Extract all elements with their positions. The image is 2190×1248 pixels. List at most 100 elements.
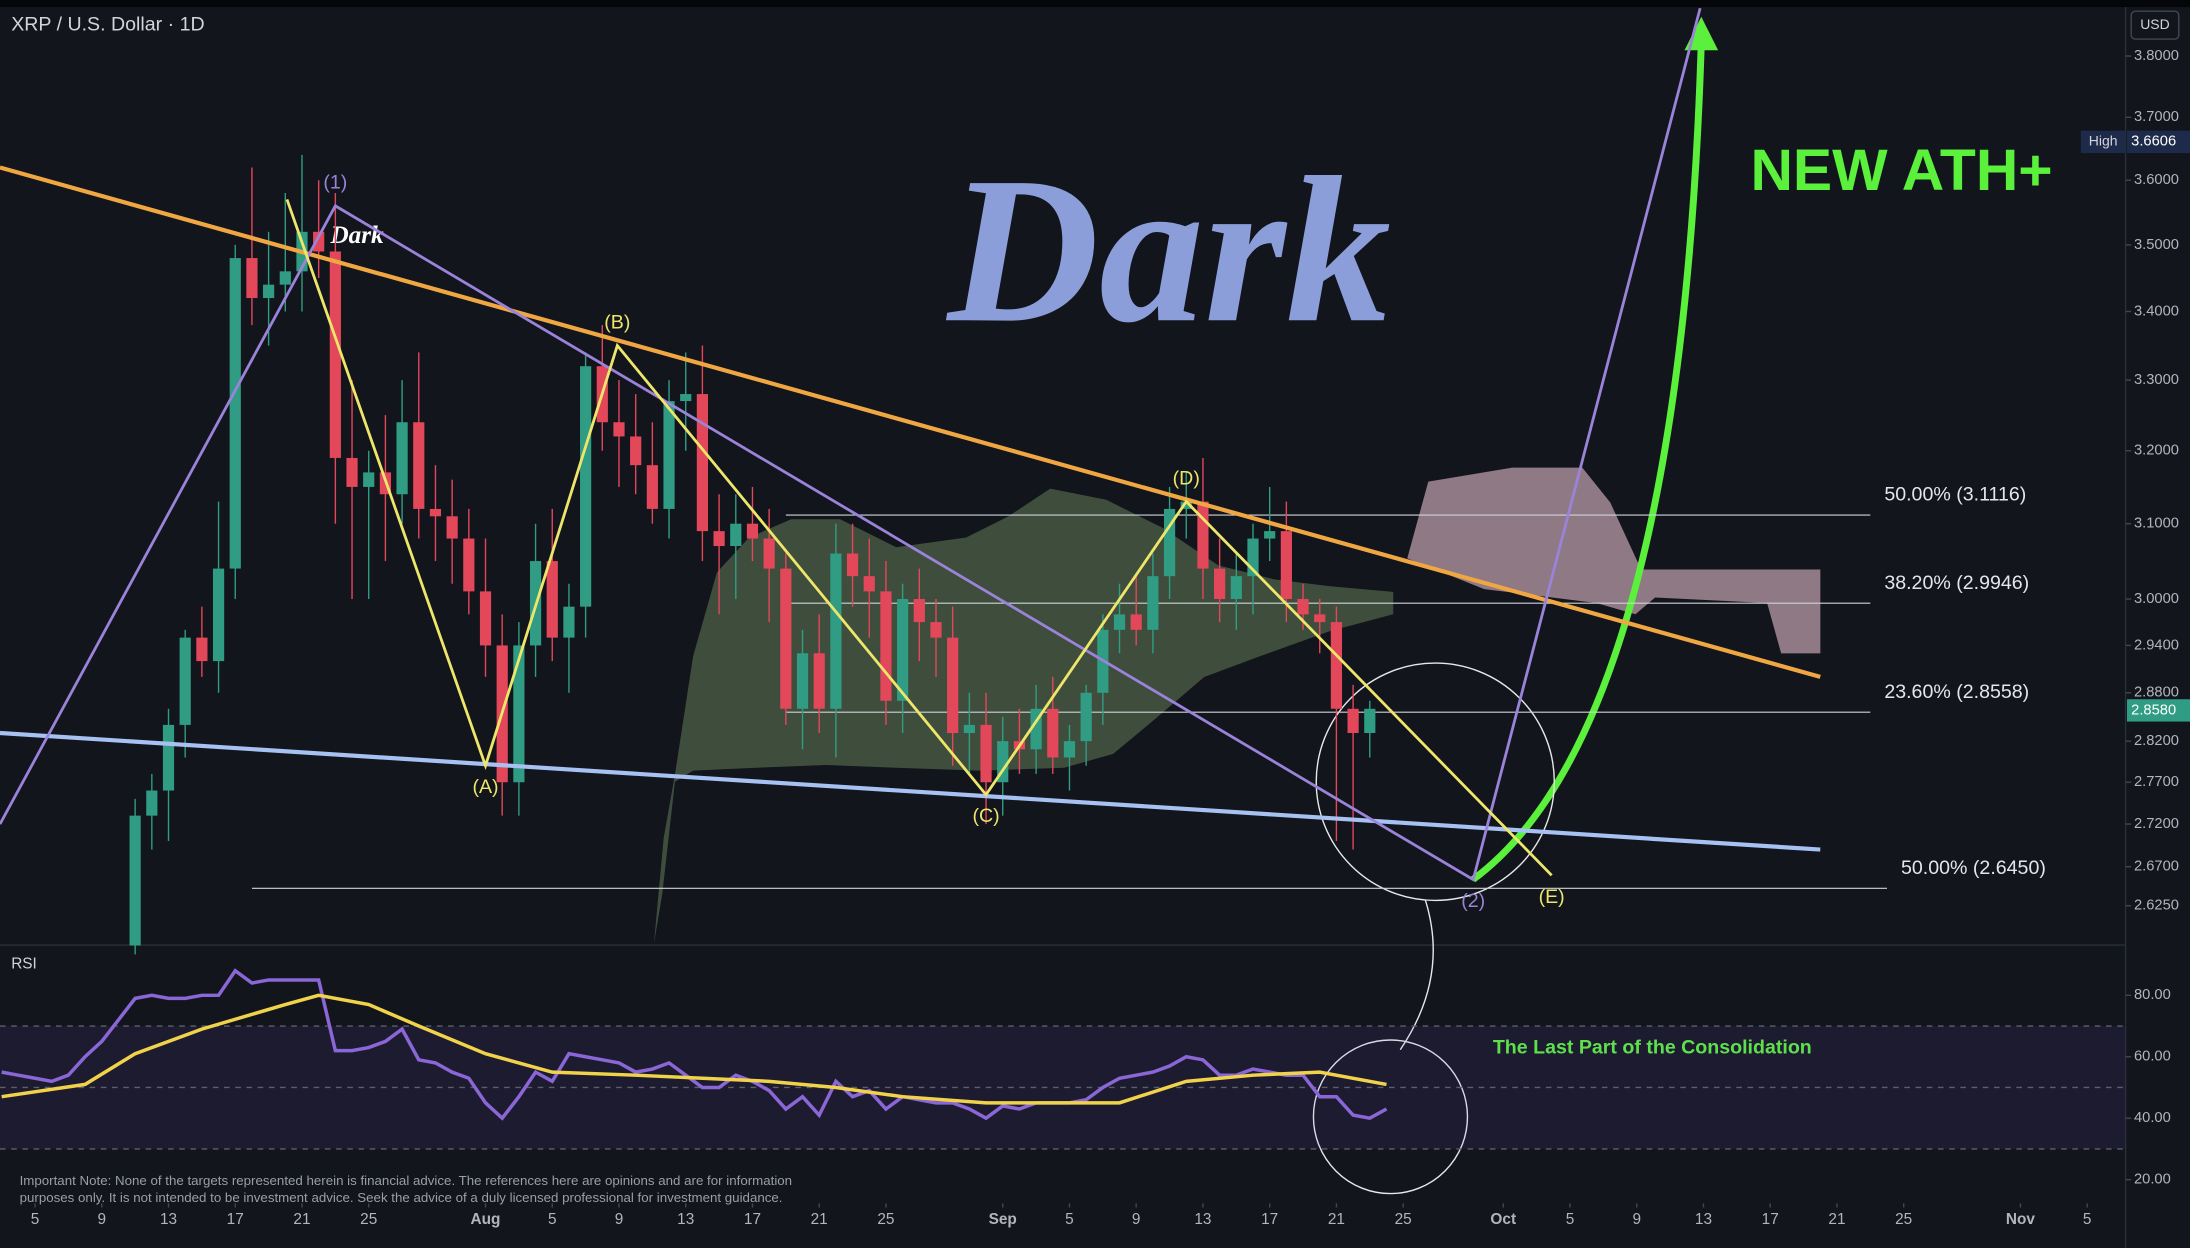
y-tick-label: 20.00 — [2134, 1172, 2171, 1188]
x-tick-label: 21 — [293, 1211, 310, 1228]
y-tick-label: 3.1000 — [2134, 516, 2179, 532]
wave-path — [285, 198, 1553, 877]
candle-body — [1364, 708, 1376, 734]
trendline — [0, 730, 1821, 852]
candle-body — [263, 284, 275, 299]
candle-body — [1264, 531, 1276, 539]
x-tick-label: 13 — [677, 1211, 694, 1228]
y-tick-label: 80.00 — [2134, 987, 2171, 1003]
candle-body — [646, 465, 658, 509]
candle-body — [229, 258, 241, 569]
candle-body — [246, 258, 258, 299]
candle-body — [1314, 614, 1326, 623]
candle-body — [613, 422, 625, 437]
signature: Dark — [329, 222, 384, 249]
rsi-line — [1, 968, 1388, 1121]
candle-body — [346, 457, 358, 487]
candle-body — [1063, 741, 1076, 758]
rsi-annotation: The Last Part of the Consolidation — [1493, 1037, 1812, 1059]
candle-body — [796, 653, 809, 709]
y-tick-label: 3.2000 — [2134, 443, 2179, 459]
currency[interactable]: USD — [2140, 16, 2170, 32]
candle-body — [396, 422, 408, 495]
candle-body — [513, 645, 525, 783]
candle-body — [980, 724, 992, 783]
y-tick-label: 3.7000 — [2134, 109, 2179, 125]
candle-body — [1080, 692, 1092, 742]
currency-box[interactable] — [2130, 10, 2180, 40]
candle-body — [329, 251, 341, 458]
y-tick-label: 2.9400 — [2134, 637, 2179, 653]
candle-body — [780, 568, 792, 709]
x-tick-label: 5 — [548, 1211, 557, 1228]
y-tick-label: 3.4000 — [2134, 303, 2179, 319]
wave-label: (C) — [972, 805, 999, 827]
y-tick-label: 2.8800 — [2134, 685, 2179, 701]
candle-body — [279, 271, 291, 285]
candle-body — [1197, 501, 1209, 569]
candle-body — [863, 576, 875, 592]
candle-body — [813, 653, 825, 709]
x-tick-label: 9 — [1132, 1211, 1141, 1228]
y-tick-label: 3.3000 — [2134, 372, 2179, 388]
candle-body — [630, 436, 642, 466]
target-label: NEW ATH+ — [1750, 138, 2052, 203]
candle-body — [546, 561, 558, 638]
last-price: 2.8580 — [2131, 702, 2176, 718]
y-tick-label: 60.00 — [2134, 1049, 2171, 1065]
connector — [1399, 900, 1434, 1051]
candle-body — [746, 523, 759, 539]
candle-body — [1247, 538, 1259, 577]
candle-body — [730, 523, 742, 547]
candle-body — [880, 591, 892, 701]
candle-body — [1113, 614, 1126, 630]
chart-title: XRP / U.S. Dollar · 1D — [11, 13, 204, 35]
candle-body — [963, 724, 975, 734]
rsi-line — [1, 993, 1387, 1105]
x-tick-label: 25 — [360, 1211, 377, 1228]
y-tick-label: 2.8200 — [2134, 733, 2179, 749]
candle-body — [680, 394, 692, 402]
wave-label: (D) — [1173, 467, 1200, 489]
x-tick-label: 13 — [1695, 1211, 1712, 1228]
target-arrow — [1470, 41, 1705, 883]
x-tick-label: 5 — [31, 1211, 40, 1228]
candle-body — [997, 741, 1009, 783]
cloud — [1407, 467, 1821, 654]
y-tick-label: 2.6250 — [2134, 898, 2179, 914]
wave-label: (B) — [604, 311, 630, 333]
x-tick-label: Sep — [989, 1211, 1017, 1228]
y-tick-label: 3.5000 — [2134, 237, 2179, 253]
candle-body — [563, 606, 575, 638]
candle-body — [179, 637, 191, 725]
x-tick-label: 25 — [1895, 1211, 1912, 1228]
x-tick-label: 21 — [1328, 1211, 1345, 1228]
fib-label: 50.00% (2.6450) — [1901, 857, 2046, 879]
candle-body — [363, 472, 375, 487]
watermark: Dark — [945, 135, 1390, 367]
wave-label: (E) — [1539, 886, 1565, 908]
candle-body — [1297, 599, 1309, 615]
x-tick-label: 5 — [2083, 1211, 2092, 1228]
x-tick-label: 21 — [811, 1211, 828, 1228]
x-tick-label: 17 — [1762, 1211, 1779, 1228]
candle-body — [580, 366, 592, 607]
fib-label: 38.20% (2.9946) — [1884, 572, 2029, 594]
x-tick-label: Oct — [1490, 1211, 1516, 1228]
candle-body — [696, 394, 709, 532]
candle-body — [846, 553, 859, 577]
candle-body — [930, 622, 942, 638]
y-tick-label: 2.6700 — [2134, 859, 2179, 875]
candle-body — [897, 599, 909, 701]
high-badge — [2080, 130, 2126, 154]
candle-body — [413, 422, 425, 509]
x-tick-label: 25 — [877, 1211, 894, 1228]
candle-body — [1180, 501, 1192, 509]
candle-body — [1280, 531, 1292, 600]
highlight-circle — [1312, 1039, 1469, 1195]
x-tick-label: 9 — [97, 1211, 106, 1228]
high-label: High — [2089, 133, 2118, 149]
candle-body — [1347, 708, 1359, 734]
top-bar — [0, 0, 2190, 7]
